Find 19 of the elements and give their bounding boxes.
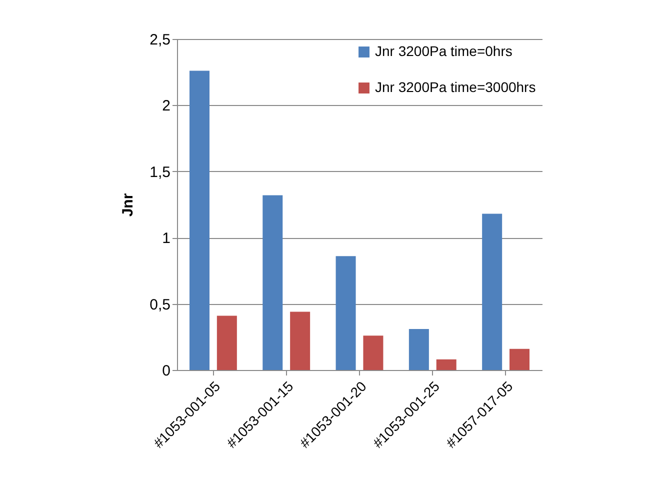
y-tick-label: 0 [162,362,170,380]
legend-label: Jnr 3200Pa time=3000hrs [375,79,536,95]
bar [216,316,237,370]
y-tick-label: 1 [162,230,170,248]
bar [482,214,502,370]
bar [363,336,384,370]
y-axis-title: Jnr [120,193,137,217]
y-tick-label: 2 [162,98,170,115]
bar [262,195,283,370]
bar [189,70,210,370]
bar [510,348,530,370]
y-tick-label: 1,5 [150,164,170,181]
bar [336,256,356,370]
y-tick-label: 2,5 [150,32,170,48]
y-tick-label: 0,5 [150,296,170,314]
bar [290,312,310,370]
bar [436,359,456,370]
bar [408,328,429,370]
legend-label: Jnr 3200Pa time=0hrs [375,43,512,59]
